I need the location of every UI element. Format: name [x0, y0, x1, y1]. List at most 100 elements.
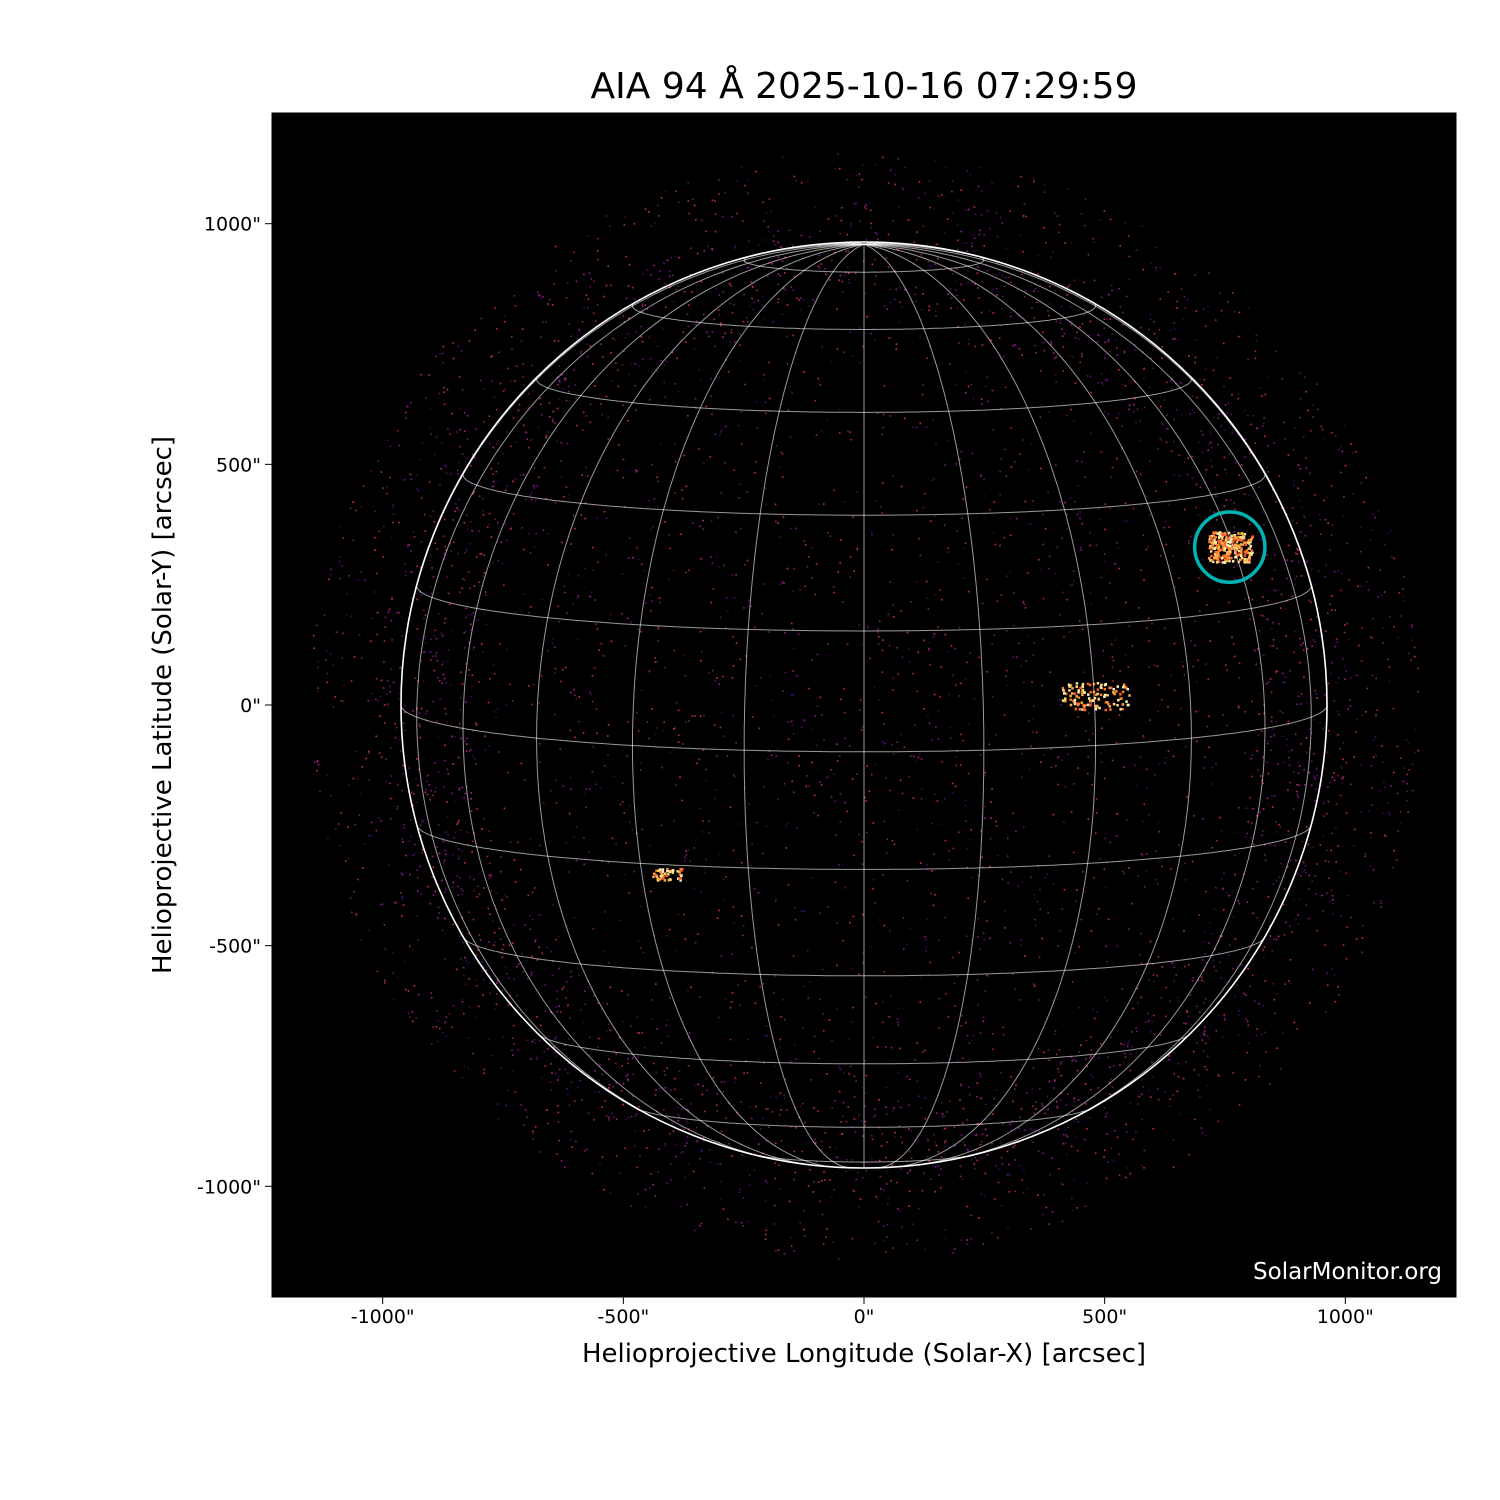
emission-pixel — [951, 782, 954, 785]
emission-pixel — [1397, 830, 1400, 833]
emission-pixel — [329, 573, 332, 576]
emission-pixel — [788, 229, 791, 232]
emission-pixel — [929, 265, 932, 268]
emission-pixel — [954, 647, 956, 650]
emission-pixel — [801, 1161, 803, 1164]
emission-pixel — [955, 383, 958, 386]
emission-pixel — [971, 281, 973, 284]
emission-pixel — [596, 249, 599, 252]
emission-pixel — [802, 1027, 804, 1029]
emission-pixel — [1408, 769, 1411, 771]
emission-pixel — [467, 614, 470, 616]
emission-pixel — [488, 415, 491, 418]
emission-pixel — [741, 861, 743, 864]
emission-pixel — [1243, 598, 1246, 601]
emission-pixel — [1282, 903, 1285, 906]
emission-pixel — [1160, 439, 1163, 442]
emission-pixel — [657, 640, 659, 642]
emission-pixel — [818, 254, 820, 257]
emission-pixel — [731, 328, 733, 331]
emission-pixel — [1375, 714, 1377, 717]
emission-pixel — [398, 698, 401, 700]
emission-pixel — [856, 773, 858, 775]
emission-pixel — [512, 732, 515, 735]
emission-pixel — [430, 651, 433, 653]
emission-pixel — [592, 312, 595, 314]
emission-pixel — [621, 782, 624, 785]
emission-pixel — [445, 831, 447, 833]
emission-pixel — [1034, 1108, 1037, 1110]
emission-pixel — [886, 838, 889, 841]
emission-pixel — [620, 1089, 623, 1092]
emission-pixel — [1001, 1163, 1004, 1166]
emission-pixel — [979, 1143, 982, 1146]
emission-pixel — [875, 499, 878, 502]
emission-pixel — [1315, 692, 1318, 695]
emission-pixel — [947, 547, 950, 550]
emission-pixel — [1030, 745, 1032, 748]
emission-pixel — [640, 325, 643, 328]
emission-pixel — [791, 693, 793, 696]
emission-pixel — [634, 363, 637, 365]
emission-pixel — [975, 1133, 978, 1136]
emission-pixel — [877, 1220, 880, 1223]
emission-pixel — [765, 1229, 767, 1232]
emission-pixel — [1132, 1138, 1134, 1141]
emission-pixel — [835, 834, 837, 836]
emission-pixel — [1000, 1204, 1003, 1207]
emission-pixel — [1289, 982, 1292, 985]
emission-pixel — [734, 1077, 736, 1079]
emission-pixel — [843, 351, 846, 354]
emission-pixel — [950, 307, 952, 310]
emission-pixel — [650, 1173, 652, 1175]
emission-pixel — [1064, 501, 1066, 504]
emission-pixel — [679, 776, 681, 778]
emission-pixel — [374, 536, 376, 539]
emission-pixel — [674, 461, 677, 463]
emission-pixel — [1173, 337, 1176, 340]
emission-pixel — [836, 153, 839, 156]
emission-pixel — [465, 548, 467, 551]
emission-pixel — [890, 337, 893, 339]
emission-pixel — [674, 784, 677, 786]
emission-pixel — [777, 273, 780, 275]
emission-pixel — [1056, 1106, 1059, 1109]
emission-pixel — [1083, 671, 1086, 674]
emission-pixel — [488, 830, 490, 833]
emission-pixel — [1227, 601, 1230, 604]
emission-pixel — [657, 627, 660, 630]
emission-pixel — [1345, 812, 1348, 814]
emission-pixel — [745, 655, 747, 657]
emission-pixel — [355, 915, 358, 917]
emission-pixel — [952, 273, 954, 275]
emission-pixel — [746, 1071, 749, 1074]
emission-pixel — [1206, 1084, 1209, 1087]
emission-pixel — [654, 657, 656, 659]
emission-pixel — [874, 1242, 877, 1245]
emission-pixel — [1267, 599, 1270, 602]
emission-pixel — [332, 664, 335, 666]
emission-pixel — [831, 1196, 833, 1198]
emission-pixel — [1313, 719, 1315, 721]
emission-pixel — [1373, 901, 1376, 904]
emission-pixel — [430, 1043, 433, 1045]
emission-pixel — [951, 792, 954, 794]
emission-pixel — [458, 787, 461, 789]
emission-pixel — [1293, 484, 1296, 487]
emission-pixel — [1257, 1002, 1260, 1005]
emission-pixel — [915, 760, 918, 763]
emission-pixel — [614, 339, 616, 341]
emission-pixel — [637, 940, 639, 942]
emission-pixel — [1197, 979, 1200, 981]
emission-pixel — [1064, 1142, 1067, 1145]
emission-pixel — [969, 838, 972, 841]
emission-pixel — [382, 525, 385, 528]
emission-pixel — [1247, 967, 1249, 970]
emission-pixel — [444, 545, 447, 548]
emission-pixel — [411, 710, 414, 712]
emission-pixel — [422, 680, 425, 683]
emission-pixel — [834, 168, 837, 170]
emission-pixel — [1200, 430, 1202, 432]
emission-pixel — [1276, 1047, 1278, 1050]
emission-pixel — [1269, 844, 1272, 846]
